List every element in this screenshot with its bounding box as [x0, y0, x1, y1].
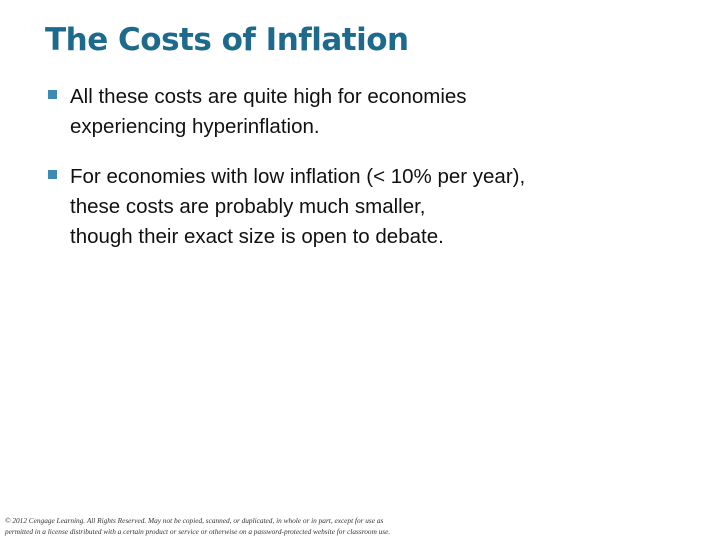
bullet-line: experiencing hyperinflation. [70, 115, 320, 138]
bullet: For economies with low inflation (< 10% … [48, 162, 525, 252]
footer-line: © 2012 Cengage Learning. All Rights Rese… [5, 516, 384, 525]
bullet: All these costs are quite high for econo… [48, 82, 467, 142]
copyright-footer: © 2012 Cengage Learning. All Rights Rese… [5, 515, 390, 537]
bullet-line: For economies with low inflation (< 10% … [70, 165, 526, 188]
bullet-marker [48, 90, 57, 99]
bullet-line: though their exact size is open to debat… [70, 225, 444, 248]
bullet-marker [48, 170, 57, 179]
bullet-line: All these costs are quite high for econo… [70, 85, 467, 108]
slide-title: The Costs of Inflation [45, 22, 409, 58]
bullet-line: these costs are probably much smaller, [70, 195, 426, 218]
footer-line: permitted in a license distributed with … [5, 527, 391, 536]
